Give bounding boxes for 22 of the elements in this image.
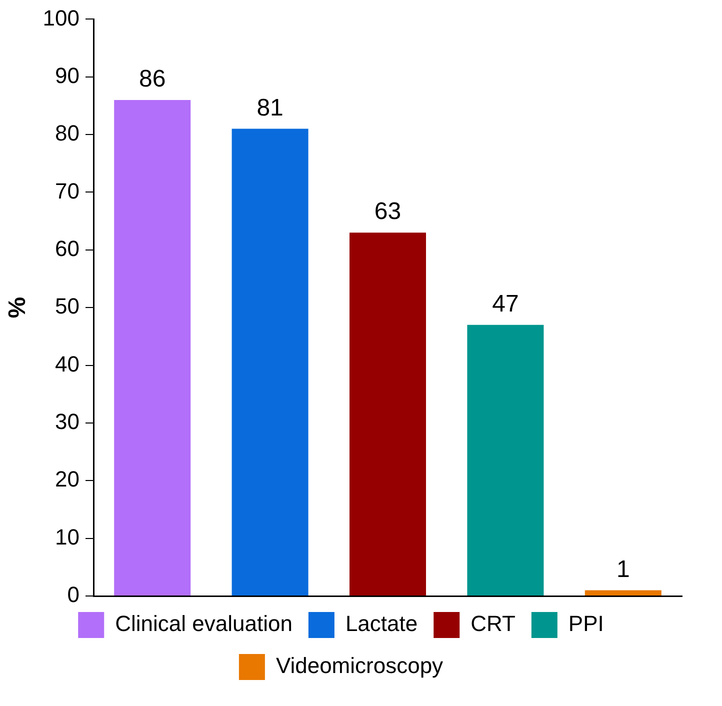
y-tick-label: 70 bbox=[55, 178, 80, 204]
legend-label: Clinical evaluation bbox=[115, 611, 292, 636]
y-tick-label: 100 bbox=[42, 5, 80, 30]
data-label: 81 bbox=[256, 94, 284, 122]
data-label: 63 bbox=[374, 198, 402, 226]
legend-label: Videomicroscopy bbox=[276, 653, 444, 678]
y-tick-label: 10 bbox=[55, 524, 80, 550]
data-label: 47 bbox=[492, 290, 519, 318]
y-tick-label: 80 bbox=[55, 120, 80, 146]
y-tick-label: 50 bbox=[55, 294, 80, 319]
legend-label: CRT bbox=[470, 611, 516, 636]
data-label: 1 bbox=[616, 556, 630, 583]
y-axis-title: % bbox=[4, 296, 32, 318]
y-tick-label: 20 bbox=[55, 466, 80, 492]
y-tick-label: 60 bbox=[55, 236, 80, 261]
y-tick-label: 30 bbox=[55, 409, 80, 434]
legend-label: Lactate bbox=[345, 611, 418, 636]
data-label: 86 bbox=[139, 66, 166, 93]
y-tick-label: 0 bbox=[67, 582, 80, 608]
legend-label: PPI bbox=[568, 611, 604, 636]
y-tick-label: 40 bbox=[55, 351, 80, 376]
y-tick-label: 90 bbox=[55, 62, 80, 88]
